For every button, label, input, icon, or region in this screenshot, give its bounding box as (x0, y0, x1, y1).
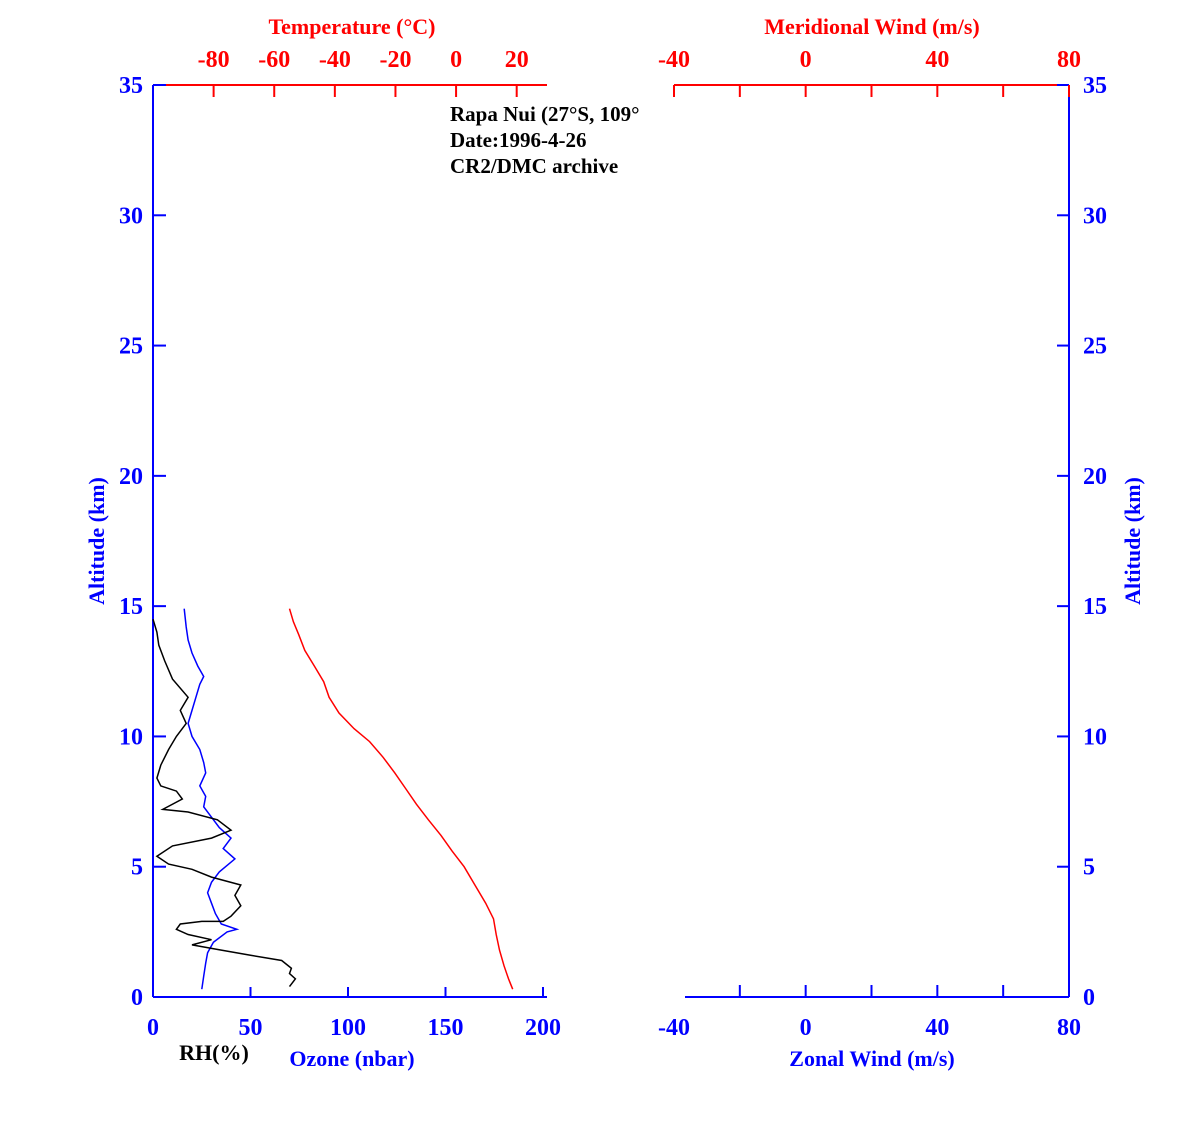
meridional-wind-axis-label: Meridional Wind (m/s) (764, 14, 980, 39)
temperature-profile-line (288, 608, 514, 990)
right-y-ticks: 0 5 10 15 20 25 30 35 (1057, 73, 1107, 1011)
right-panel: 0 5 10 15 20 25 30 35 -40 0 40 80 -40 0 40 80 Meridio… (658, 14, 1145, 1071)
left-panel-series (152, 608, 514, 990)
left-y-tick-label: 15 (119, 594, 143, 620)
temperature-axis-ticks: -80 -60 -40 -20 0 20 (198, 47, 529, 97)
right-y-tick-label: 25 (1083, 334, 1107, 360)
ozone-axis-label: Ozone (nbar) (289, 1046, 414, 1071)
zonal-tick-label: 80 (1057, 1015, 1081, 1041)
right-y-tick-label: 5 (1083, 855, 1095, 881)
left-altitude-label: Altitude (km) (84, 477, 109, 605)
zonal-wind-axis-label: Zonal Wind (m/s) (789, 1046, 954, 1071)
temperature-axis-label: Temperature (°C) (268, 14, 435, 39)
ozone-tick-label: 100 (330, 1015, 366, 1041)
zonal-tick-label: 0 (800, 1015, 812, 1041)
temperature-tick-label: -40 (319, 47, 351, 73)
left-y-tick-label: 25 (119, 334, 143, 360)
rh-axis-label: RH(%) (179, 1040, 249, 1065)
meridional-tick-label: 0 (800, 47, 812, 73)
right-altitude-label: Altitude (km) (1120, 477, 1145, 605)
left-y-tick-label: 20 (119, 464, 143, 490)
ozone-tick-label: 200 (525, 1015, 561, 1041)
left-y-tick-label: 10 (119, 724, 143, 750)
annotation-date: Date:1996-4-26 (450, 128, 586, 152)
right-y-tick-label: 15 (1083, 594, 1107, 620)
meridional-tick-label: 80 (1057, 47, 1081, 73)
zonal-tick-label: -40 (658, 1015, 690, 1041)
temperature-tick-label: 20 (505, 47, 529, 73)
left-y-tick-label: 5 (131, 855, 143, 881)
annotation-station: Rapa Nui (27°S, 109° (450, 102, 640, 126)
right-y-tick-label: 35 (1083, 73, 1107, 99)
meridional-wind-axis-ticks: -40 0 40 80 (658, 47, 1081, 97)
rh-profile-line (152, 618, 297, 988)
ozone-tick-label: 50 (239, 1015, 263, 1041)
temperature-tick-label: -80 (198, 47, 230, 73)
left-y-tick-label: 0 (131, 985, 143, 1011)
temperature-tick-label: -60 (258, 47, 290, 73)
left-y-ticks: 0 5 10 15 20 25 30 35 (119, 73, 166, 1011)
meridional-tick-label: 40 (925, 47, 949, 73)
ozone-axis-ticks: 0 50 100 150 200 (147, 987, 561, 1041)
meridional-tick-label: -40 (658, 47, 690, 73)
zonal-wind-axis-ticks: -40 0 40 80 (658, 985, 1081, 1041)
ozone-tick-label: 150 (428, 1015, 464, 1041)
left-y-tick-label: 35 (119, 73, 143, 99)
ozone-profile-line (183, 608, 240, 990)
temperature-tick-label: 0 (450, 47, 462, 73)
right-y-tick-label: 0 (1083, 985, 1095, 1011)
right-y-tick-label: 20 (1083, 464, 1107, 490)
right-y-tick-label: 10 (1083, 724, 1107, 750)
annotation-archive: CR2/DMC archive (450, 154, 618, 178)
ozone-tick-label: 0 (147, 1015, 159, 1041)
left-y-tick-label: 30 (119, 203, 143, 229)
zonal-tick-label: 40 (925, 1015, 949, 1041)
right-y-tick-label: 30 (1083, 203, 1107, 229)
station-annotation: Rapa Nui (27°S, 109° Date:1996-4-26 CR2/… (450, 102, 640, 178)
temperature-tick-label: -20 (379, 47, 411, 73)
